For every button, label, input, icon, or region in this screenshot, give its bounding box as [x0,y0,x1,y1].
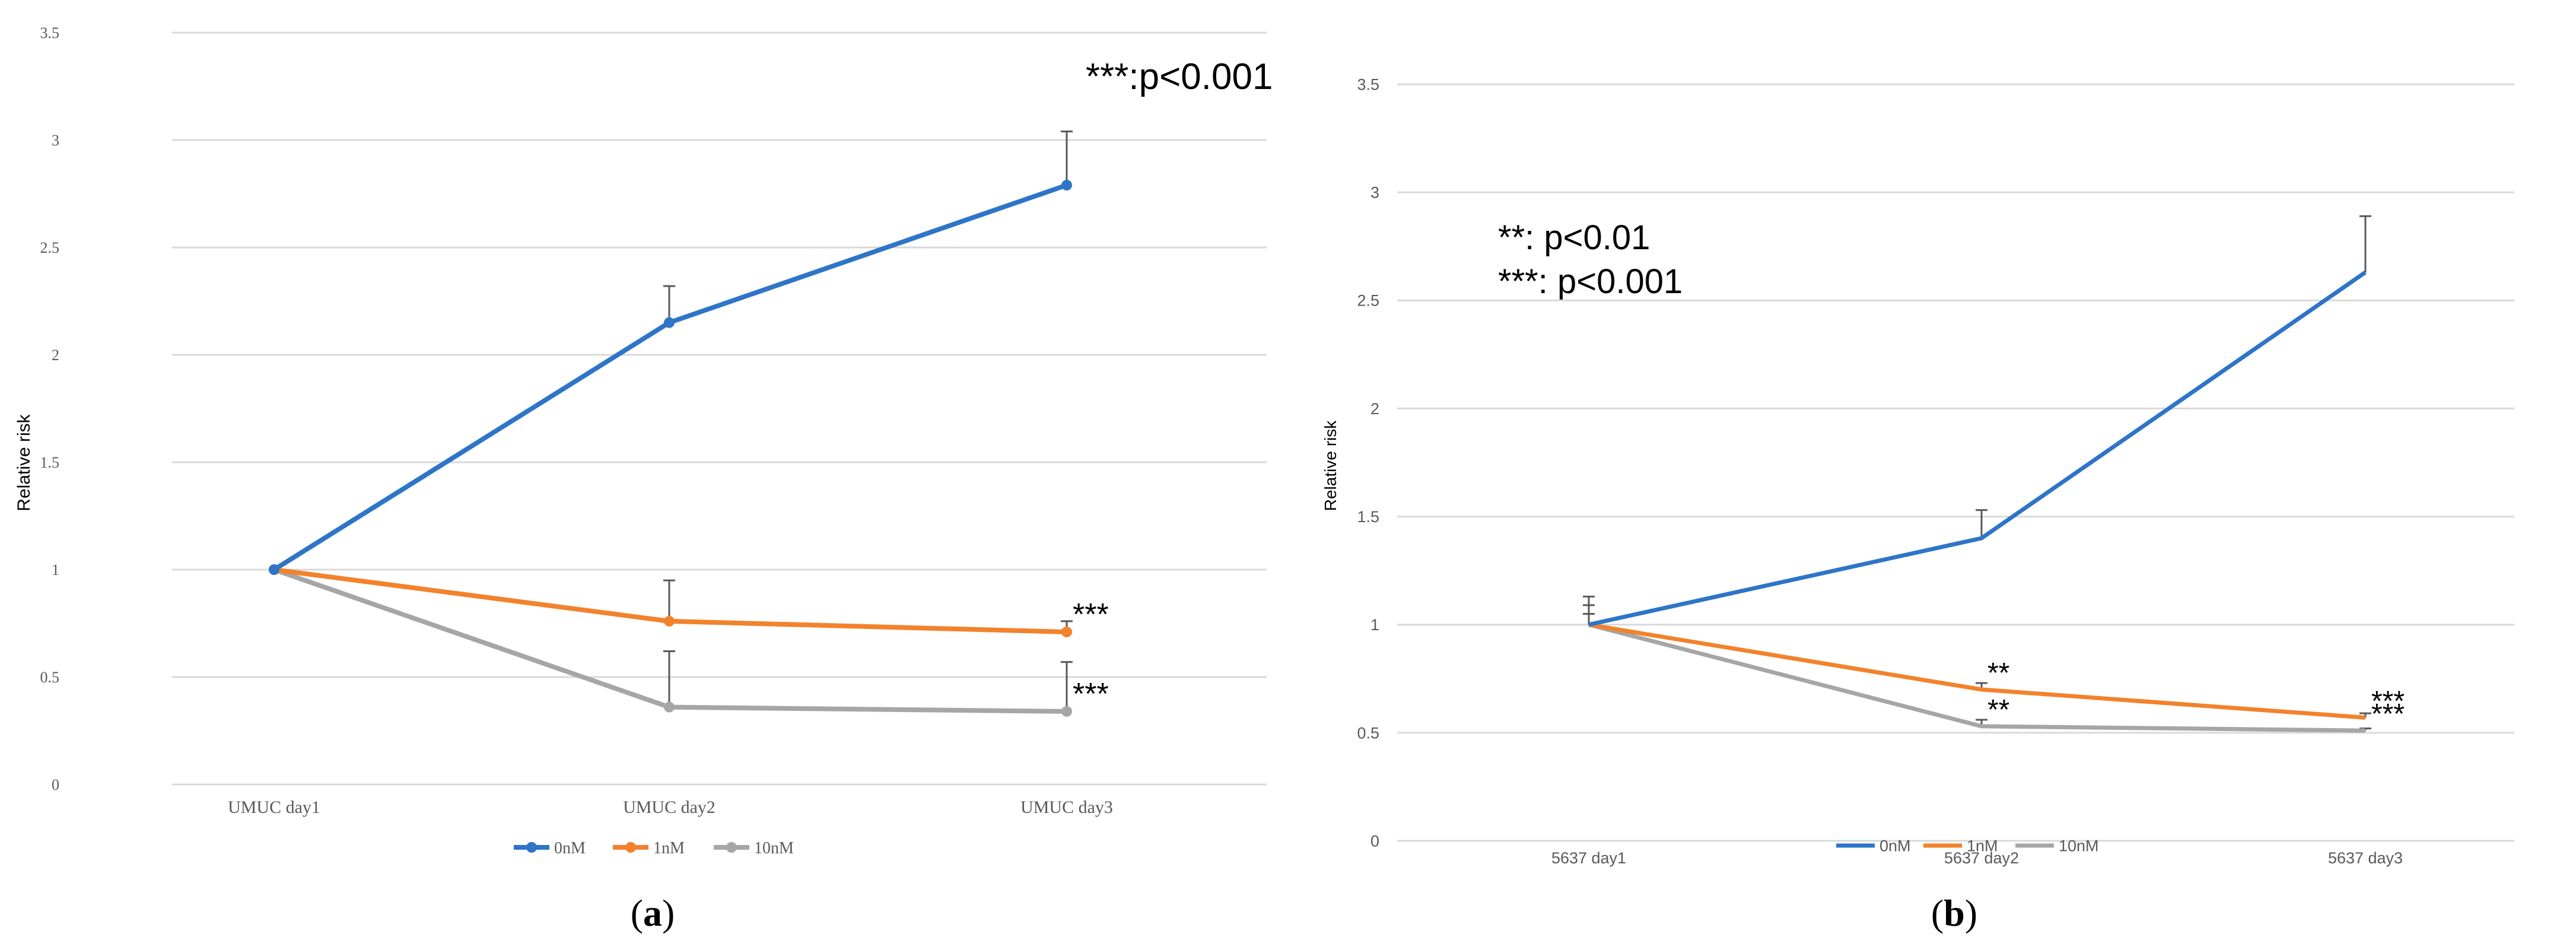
panel-a-y-tick-label: 1 [52,561,59,579]
panel-b-y-tick-label: 2 [1370,400,1379,418]
panel-a-legend-label-0nM: 0nM [554,839,586,857]
panel-b-series-line-10nM [1588,622,2366,733]
panel-b-caption: (b) [1931,892,1977,934]
panel-a-y-tick-label: 2.5 [40,239,60,256]
panel-a-y-tick-label: 3.5 [40,24,60,42]
panel-a-data-point-1nM [1061,626,1072,637]
panel-a: Relative risk ***:p<0.001 (a) 0 0.5 1 1.5 2 2… [14,24,1273,934]
panel-b-y-tick-label: 0 [1370,832,1379,850]
panel-a-data-point-1nM [664,615,675,627]
panel-a-y-axis-label: Relative risk [14,414,34,511]
panel-a-data-point-0nM [664,317,675,328]
panel-b-legend-label-0nM: 0nM [1879,837,1911,854]
panel-a-y-tick-label: 0.5 [40,669,60,686]
panel-a-series-line-0nM [272,183,1068,572]
panel-a-y-tick-label: 1.5 [40,454,60,471]
panel-a-caption-letter: a [643,892,662,934]
panel-b-y-tick-label: 2.5 [1357,292,1379,310]
panel-a-legend-label-10nM: 10nM [754,839,794,857]
panel-b: Relative risk **: p<0.01 ***: p<0.001 (b… [1321,75,2514,934]
panel-a-y-tick-label: 3 [52,132,59,149]
panel-a-series-line-10nM [273,567,1067,714]
panel-a-annotation-line-0: ***:p<0.001 [1086,56,1273,97]
panel-b-significance-label-10nM: ** [1987,694,2009,726]
panel-a-caption: (a) [631,892,675,934]
panel-a-x-tick-label: UMUC day2 [623,798,715,817]
panel-a-data-point-0nM [269,564,279,575]
panel-b-annotation-line-1: ***: p<0.001 [1498,262,1683,301]
panel-a-significance-label-10nM: *** [1073,677,1109,711]
panel-b-y-tick-label: 1.5 [1357,508,1379,526]
panel-b-x-tick-label: 5637 day1 [1551,849,1626,867]
panel-b-y-tick-label: 3 [1370,184,1379,202]
panel-b-significance-label-10nM: *** [2371,698,2405,730]
panel-b-caption-letter: b [1944,892,1965,934]
panel-a-data-point-10nM [1061,706,1072,717]
panel-b-series-line-1nM [1588,622,2366,720]
panel-a-legend-marker-1nM [625,842,636,853]
panel-a-legend-marker-0nM [526,842,537,853]
panel-a-y-tick-label: 2 [52,347,59,364]
panel-a-data-point-10nM [664,701,675,713]
panel-b-legend-label-10nM: 10nM [2059,837,2099,854]
panel-a-legend-marker-10nM [726,842,737,853]
panel-b-significance-label-1nM: *** [2371,685,2405,717]
panel-a-data-point-0nM [1061,180,1072,191]
panel-b-x-tick-label: 5637 day3 [2328,849,2403,867]
panel-b-annotation-line-0: **: p<0.01 [1498,218,1650,257]
panel-a-legend-label-1nM: 1nM [653,839,685,857]
panel-b-y-axis-label: Relative risk [1321,420,1340,511]
panel-b-x-tick-label: 5637 day2 [1944,849,2019,867]
panel-b-y-tick-label: 0.5 [1357,724,1379,742]
panel-a-y-tick-label: 0 [52,776,59,793]
panel-b-y-tick-label: 1 [1370,616,1379,634]
panel-b-series-line-0nM [1588,271,2367,627]
panel-a-significance-label-1nM: *** [1073,598,1109,632]
panel-a-x-tick-label: UMUC day3 [1020,798,1113,817]
panel-b-legend-label-1nM: 1nM [1967,837,1998,854]
panel-b-significance-label-1nM: ** [1987,657,2009,689]
panel-b-y-tick-label: 3.5 [1357,75,1379,93]
panel-a-x-tick-label: UMUC day1 [228,798,320,817]
